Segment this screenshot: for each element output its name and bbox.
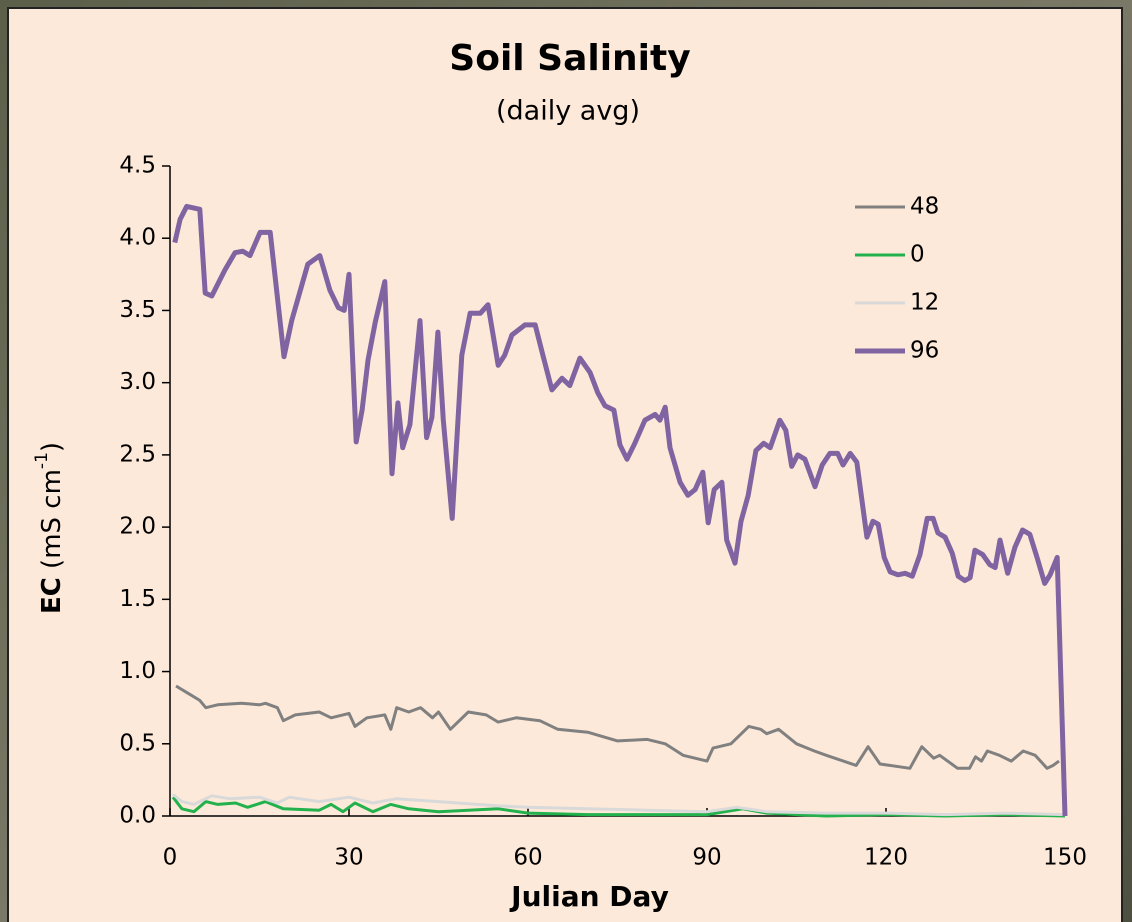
x-tick-label: 60 xyxy=(513,845,542,871)
x-axis-label: Julian Day xyxy=(509,880,669,913)
legend-label: 96 xyxy=(910,338,939,364)
x-tick-label: 90 xyxy=(692,845,721,871)
y-axis-label: EC (mS cm-1) xyxy=(32,442,67,614)
x-tick-label: 0 xyxy=(163,845,178,871)
x-tick-label: 30 xyxy=(334,845,363,871)
legend-label: 0 xyxy=(910,242,925,268)
y-axis-label-part: -1 xyxy=(32,452,52,469)
legend-label: 48 xyxy=(910,194,939,220)
y-tick-label: 1.0 xyxy=(119,658,156,684)
series-line xyxy=(175,684,1060,770)
chart-title: Soil Salinity xyxy=(449,38,690,79)
series-line xyxy=(171,796,1066,818)
chart-subtitle: (daily avg) xyxy=(496,96,640,127)
y-tick-label: 0.5 xyxy=(119,730,156,756)
y-axis-label-part: ) xyxy=(37,442,67,452)
y-tick-label: 3.5 xyxy=(119,297,156,323)
y-axis-label-part: EC xyxy=(37,577,67,614)
y-tick-label: 4.0 xyxy=(119,225,156,251)
x-tick-label: 150 xyxy=(1043,845,1087,871)
y-tick-label: 2.5 xyxy=(119,441,156,467)
y-tick-label: 3.0 xyxy=(119,369,156,395)
legend-label: 12 xyxy=(910,290,939,316)
y-tick-label: 4.5 xyxy=(119,153,156,179)
series-line xyxy=(172,203,1068,817)
y-axis-label-part: (mS cm xyxy=(37,469,67,577)
y-tick-label: 2.0 xyxy=(119,514,156,540)
series-line xyxy=(172,793,1066,817)
y-tick-label: 0.0 xyxy=(119,803,156,829)
y-tick-label: 1.5 xyxy=(119,586,156,612)
x-tick-label: 120 xyxy=(864,845,908,871)
chart-panel xyxy=(7,7,1123,922)
